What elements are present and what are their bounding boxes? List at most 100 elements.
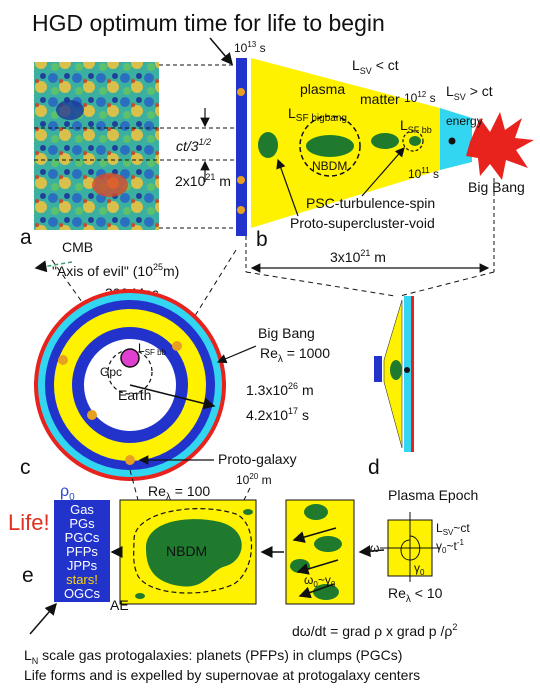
proto-galaxy-dot <box>87 410 97 420</box>
axis-of-evil-arrow <box>34 260 73 273</box>
lsf-bb-circle <box>402 130 424 152</box>
big-bang-arrow <box>216 345 257 364</box>
ae-label: AE <box>110 597 129 613</box>
connector-line <box>243 487 251 501</box>
dashed-contour-e <box>133 508 253 594</box>
proto-galaxy-dot <box>237 176 245 184</box>
proto-galaxy-dot <box>125 455 135 465</box>
width-label: 3x1021 m <box>330 248 386 265</box>
title-arrow <box>209 37 233 66</box>
vortex-arrow <box>296 559 339 575</box>
radius-label: 1.3x1026 m <box>246 381 314 398</box>
cmb-hotspot <box>56 100 84 120</box>
lsv-ct-label: LSV~ct <box>436 521 470 537</box>
blue-bar-b <box>236 58 247 236</box>
proto-galaxy-dot <box>172 341 182 351</box>
proto-void-label: Proto-supercluster-void <box>290 215 435 231</box>
matter-label: matter <box>360 91 400 107</box>
lsv-gt-label: LSV > ct <box>446 83 493 102</box>
panel-letter-a: a <box>20 226 32 249</box>
omega-label: ω <box>370 541 379 555</box>
nbdm-label-b: NBDM <box>312 159 347 173</box>
vortex-clump <box>304 504 328 520</box>
radius-arrow <box>129 384 216 410</box>
species-item: OGCs <box>64 586 101 601</box>
time-top-label: 1013 s <box>234 40 266 55</box>
big-bang-label-b: Big Bang <box>468 179 525 195</box>
nbdm-blob-e <box>146 519 242 587</box>
panel-letter-e: e <box>22 564 34 587</box>
lsv-lt-label: LSV < ct <box>352 57 399 76</box>
energy-cone <box>440 108 472 170</box>
cmb-hotspot <box>92 173 128 197</box>
vortex-arrow <box>298 583 335 599</box>
big-bang-burst <box>466 112 534 180</box>
equation-label: dω/dt = grad ρ x grad p /ρ2 <box>292 622 457 639</box>
nbdm-label-e: NBDM <box>166 543 207 559</box>
pg-scale-label: 1020 m <box>236 472 272 487</box>
proto-galaxy-dot <box>237 206 245 214</box>
vortex-arrow <box>292 527 337 543</box>
cluster-blob <box>371 133 399 149</box>
plasma-epoch-label: Plasma Epoch <box>388 487 478 503</box>
proto-galaxy-label: Proto-galaxy <box>218 451 297 467</box>
time-bot-label: 1011 s <box>408 166 439 181</box>
caption-line-1: LN scale gas protogalaxies: planets (PFP… <box>24 647 402 666</box>
panel-letter-b: b <box>256 228 268 251</box>
panel-letter-c: c <box>20 456 31 479</box>
red-bar-d <box>411 296 414 452</box>
cmb-label: CMB <box>62 239 93 255</box>
cmb-map <box>34 62 159 230</box>
psc-label: PSC-turbulence-spin <box>306 195 435 211</box>
gpc-label: Gpc <box>100 365 122 379</box>
lsf-bb-label: LSF bb <box>400 117 432 135</box>
vortex-spiral <box>400 535 421 561</box>
species-item: stars! <box>66 572 98 587</box>
energy-label: energy <box>446 114 483 128</box>
re-label-c: Reλ = 1000 <box>260 345 330 365</box>
cyan-bar-d <box>404 296 411 452</box>
omega0-label: ω0~γ0 <box>304 573 336 589</box>
scale-label-a: 2x1021 m <box>175 172 231 189</box>
nbdm-blob <box>306 135 354 157</box>
lsf-bigbang-label: LSF bigbang <box>288 105 347 124</box>
axis-of-evil-label: "Axis of evil" (1025m) <box>52 262 179 279</box>
connector-line <box>245 271 396 297</box>
panel-letter-d: d <box>368 456 380 479</box>
ct-label: ct/31/2 <box>176 137 211 154</box>
species-item: PGs <box>69 516 95 531</box>
earth-label: Earth <box>118 387 151 403</box>
proto-galaxy-dot <box>237 88 245 96</box>
time-mid-label: 1012 s <box>404 90 436 105</box>
title: HGD optimum time for life to begin <box>32 10 385 36</box>
big-bang-dot <box>448 137 456 145</box>
species-item: PGCs <box>65 530 100 545</box>
life-arrow <box>29 602 57 635</box>
cluster-blob <box>258 132 278 158</box>
lsf-circle <box>299 115 361 177</box>
vortex-clump <box>314 536 342 552</box>
life-label: Life! <box>8 510 50 535</box>
species-item: PFPs <box>66 544 98 559</box>
vortex-clump <box>313 584 339 600</box>
rho0-label: ρ0 <box>60 483 75 503</box>
void-arrow <box>276 158 299 217</box>
gamma-t-label: γ0~t-1 <box>436 538 464 555</box>
psc-arrow <box>361 147 405 197</box>
blue-bar-d <box>374 356 382 382</box>
species-item: JPPs <box>67 558 98 573</box>
re-label-e: Reλ = 100 <box>148 483 210 503</box>
gamma0-label: γ0 <box>414 561 425 577</box>
connector-line <box>399 271 495 297</box>
gpc-circle <box>107 349 153 395</box>
species-box <box>54 500 110 602</box>
species-item: Gas <box>70 502 94 517</box>
earth-dot <box>120 348 140 368</box>
cluster-blob <box>409 136 421 146</box>
flow-arrow <box>358 545 385 558</box>
big-bang-dot-d <box>404 367 410 373</box>
caption-line-2: Life forms and is expelled by supernovae… <box>24 667 420 683</box>
proto-galaxy-dot <box>58 355 68 365</box>
